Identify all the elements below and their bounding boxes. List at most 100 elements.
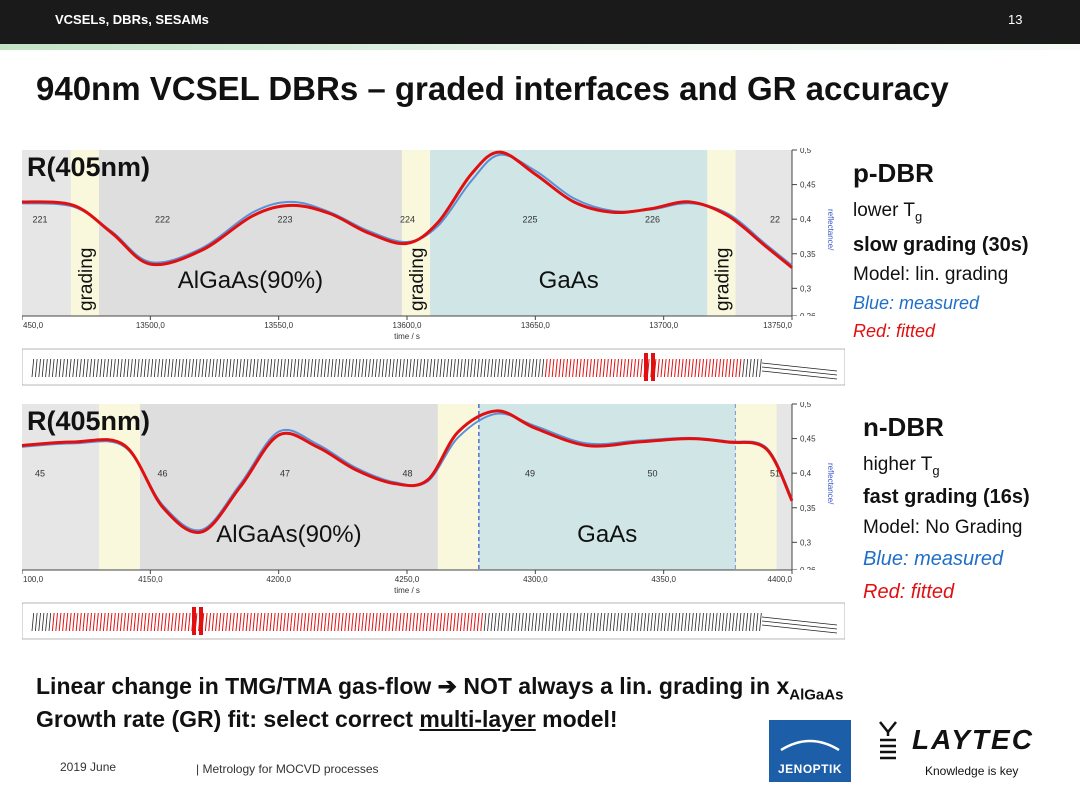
p-dbr-temp-sub: g — [914, 208, 923, 224]
p-dbr-fitted-legend: Red: fitted — [853, 321, 936, 341]
jenoptik-logo: JENOPTIK — [769, 720, 851, 782]
region-band-grading — [99, 404, 141, 570]
y-tick-label: 0,5 — [800, 148, 812, 155]
x-tick-label: 100,0 — [23, 575, 44, 584]
overview-trace — [31, 612, 762, 632]
header-bar: VCSELs, DBRs, SESAMs 13 — [0, 0, 1080, 44]
region-band-grading — [437, 404, 479, 570]
n-dbr-temperature: higher Tg — [863, 455, 940, 477]
region-band-grading — [735, 404, 777, 570]
laytec-tagline: Knowledge is key — [925, 764, 1019, 778]
series-fitted — [22, 150, 793, 269]
laytec-logo: LAYTEC Knowledge is key — [870, 716, 1032, 786]
n-dbr-model: Model: No Grading — [863, 517, 1023, 538]
footer-label: Metrology for MOCVD processes — [202, 762, 379, 776]
n-dbr-measured-legend: Blue: measured — [863, 548, 1004, 570]
x-tick-label: 13700,0 — [649, 321, 678, 330]
overview-marker — [651, 353, 655, 381]
overview-marker — [644, 353, 648, 381]
layer-number: 48 — [402, 469, 412, 479]
conclusion-line-1-start: Linear change in TMG/TMA gas-flow — [36, 673, 438, 699]
overview-marker — [199, 607, 203, 635]
x-tick-label: 13600,0 — [393, 321, 422, 330]
footer-date: 2019 June — [60, 760, 117, 774]
p-dbr-grading: slow grading (30s) — [853, 234, 1029, 256]
y-tick-label: 0,3 — [800, 284, 812, 293]
region-label-grading: grading — [712, 248, 733, 311]
conclusion-subscript: AlGaAs — [789, 686, 844, 704]
y-tick-label: 0,35 — [800, 250, 816, 259]
n-dbr-grading: fast grading (16s) — [863, 486, 1030, 508]
conclusion-line-1-mid: NOT always a lin. grading in x — [456, 673, 790, 699]
p-dbr-temperature: lower Tg — [853, 201, 922, 223]
conclusion-underlined: multi-layer — [419, 706, 536, 732]
region-band-alga — [99, 150, 402, 316]
layer-number: 226 — [645, 215, 660, 225]
n-dbr-fitted-legend: Red: fitted — [863, 581, 955, 603]
layer-number: 22 — [770, 215, 780, 225]
arrow-icon: ➔ — [437, 673, 457, 699]
layer-number: 223 — [277, 215, 292, 225]
y-tick-label: 0,35 — [800, 504, 816, 513]
slide-title: 940nm VCSEL DBRs – graded interfaces and… — [36, 70, 949, 107]
slide-number: 13 — [1008, 12, 1023, 27]
x-axis-area — [22, 570, 845, 602]
chart-n-dbr: AlGaAs(90%) GaAs 45 46 47 48 49 50 51 0,5 0,45 0,4 0… — [22, 402, 845, 640]
y-axis-area — [792, 404, 845, 570]
x-tick-label: 13750,0 — [763, 321, 792, 330]
region-label-gaas: GaAs — [539, 267, 599, 294]
y-tick-label: 0,5 — [800, 402, 812, 409]
x-tick-label: 4150,0 — [138, 575, 163, 584]
x-tick-label: 4250,0 — [395, 575, 420, 584]
layer-number: 222 — [155, 215, 170, 225]
y-tick-label: 0,4 — [800, 469, 812, 478]
conclusion-line-2: Growth rate (GR) fit: select correct mul… — [36, 706, 618, 733]
layer-number: 221 — [32, 215, 47, 225]
overview-strip — [22, 348, 845, 386]
p-dbr-measured-legend: Blue: measured — [853, 293, 980, 313]
conclusion-line-1: Linear change in TMG/TMA gas-flow ➔ NOT … — [36, 673, 843, 704]
n-dbr-heading: n-DBR — [863, 412, 944, 442]
conclusion-line-2-start: Growth rate (GR) fit: select correct — [36, 706, 420, 732]
y-axis-area — [792, 150, 845, 316]
layer-number: 47 — [280, 469, 290, 479]
n-dbr-temp-text: higher T — [863, 454, 933, 475]
laytec-emblem-icon — [879, 721, 897, 760]
y-tick-label: 0,45 — [800, 435, 816, 444]
y-axis-label: reflectance/ — [826, 463, 835, 505]
conclusion-line-2-end: model! — [535, 706, 618, 732]
y-tick-label: 0,4 — [800, 215, 812, 224]
x-tick-label: 4200,0 — [266, 575, 291, 584]
y-tick-label: 0,3 — [800, 538, 812, 547]
chart-title: R(405nm) — [27, 406, 150, 436]
n-dbr-temp-sub: g — [932, 462, 940, 478]
layer-number: 225 — [522, 215, 537, 225]
region-band-grading — [707, 150, 736, 316]
layer-number: 50 — [647, 469, 657, 479]
p-dbr-heading: p-DBR — [853, 158, 934, 188]
region-band-grading — [70, 150, 99, 316]
overview-trace-tail — [761, 616, 838, 634]
jenoptik-wordmark: JENOPTIK — [777, 762, 842, 776]
region-band-gaas — [478, 404, 736, 570]
overview-trace-selected — [51, 612, 483, 632]
jenoptik-arc-icon — [780, 739, 840, 752]
y-tick-label: 0,45 — [800, 181, 816, 190]
p-dbr-temp-text: lower T — [853, 200, 915, 221]
region-label-gaas: GaAs — [577, 521, 637, 548]
layer-number: 224 — [400, 215, 415, 225]
overview-trace-tail — [761, 362, 838, 380]
x-tick-label: 4300,0 — [523, 575, 548, 584]
x-axis-label: time / s — [394, 586, 420, 595]
p-dbr-model: Model: lin. grading — [853, 264, 1009, 285]
x-tick-label: 450,0 — [23, 321, 44, 330]
x-tick-label: 4400,0 — [768, 575, 793, 584]
region-band-alga — [140, 404, 438, 570]
y-axis-label: reflectance/ — [826, 209, 835, 251]
overview-trace-selected — [544, 358, 742, 378]
chart-title: R(405nm) — [27, 152, 150, 182]
series-fitted — [22, 409, 794, 534]
chart-p-dbr: grading AlGaAs(90%) grading GaAs grading 221 2… — [22, 148, 845, 386]
layer-number: 49 — [525, 469, 535, 479]
footer-text: | Metrology for MOCVD processes — [196, 762, 379, 776]
